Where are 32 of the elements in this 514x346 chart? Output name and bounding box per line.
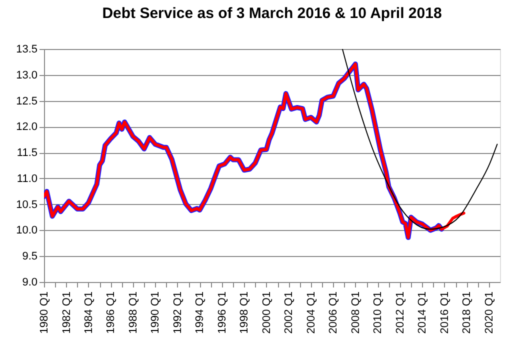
- x-tick-label: 2006 Q1: [328, 292, 340, 334]
- x-tick-label: 1994 Q1: [194, 292, 206, 334]
- x-tick-label: 2004 Q1: [305, 292, 318, 334]
- x-tick-label: 1992 Q1: [172, 292, 184, 334]
- y-tick-label: 13.0: [16, 69, 38, 82]
- y-tick-label: 13.5: [16, 44, 38, 56]
- y-tick-label: 12.5: [16, 95, 38, 108]
- x-tick-label: 1986 Q1: [105, 292, 118, 334]
- x-tick-label: 2000 Q1: [260, 292, 273, 334]
- chart-title: Debt Service as of 3 March 2016 & 10 April 2018: [102, 5, 442, 22]
- x-tick-label: 2020 Q1: [483, 292, 496, 334]
- y-tick-label: 9.5: [22, 250, 38, 263]
- x-tick-label: 1984 Q1: [82, 292, 95, 334]
- y-tick-label: 10.5: [16, 198, 38, 211]
- x-tick-label: 1996 Q1: [216, 292, 228, 334]
- x-tick-label: 2012 Q1: [394, 292, 406, 334]
- y-tick-label: 11.5: [16, 147, 38, 160]
- x-tick-label: 2016 Q1: [438, 292, 451, 334]
- x-tick-label: 2010 Q1: [372, 292, 384, 334]
- x-tick-label: 2018 Q1: [461, 292, 474, 334]
- y-tick-label: 10.0: [16, 224, 38, 237]
- x-tick-label: 1998 Q1: [238, 292, 251, 334]
- y-tick-label: 11.0: [16, 172, 38, 185]
- x-tick-label: 1980 Q1: [38, 292, 50, 334]
- x-tick-label: 1990 Q1: [150, 292, 162, 334]
- y-tick-label: 9.0: [22, 276, 38, 288]
- x-tick-label: 1988 Q1: [127, 292, 140, 334]
- x-tick-label: 2008 Q1: [350, 292, 362, 334]
- x-tick-label: 1982 Q1: [60, 292, 73, 334]
- y-tick-label: 12.0: [16, 121, 38, 134]
- x-tick-label: 2014 Q1: [416, 292, 429, 334]
- x-tick-label: 2002 Q1: [283, 292, 296, 334]
